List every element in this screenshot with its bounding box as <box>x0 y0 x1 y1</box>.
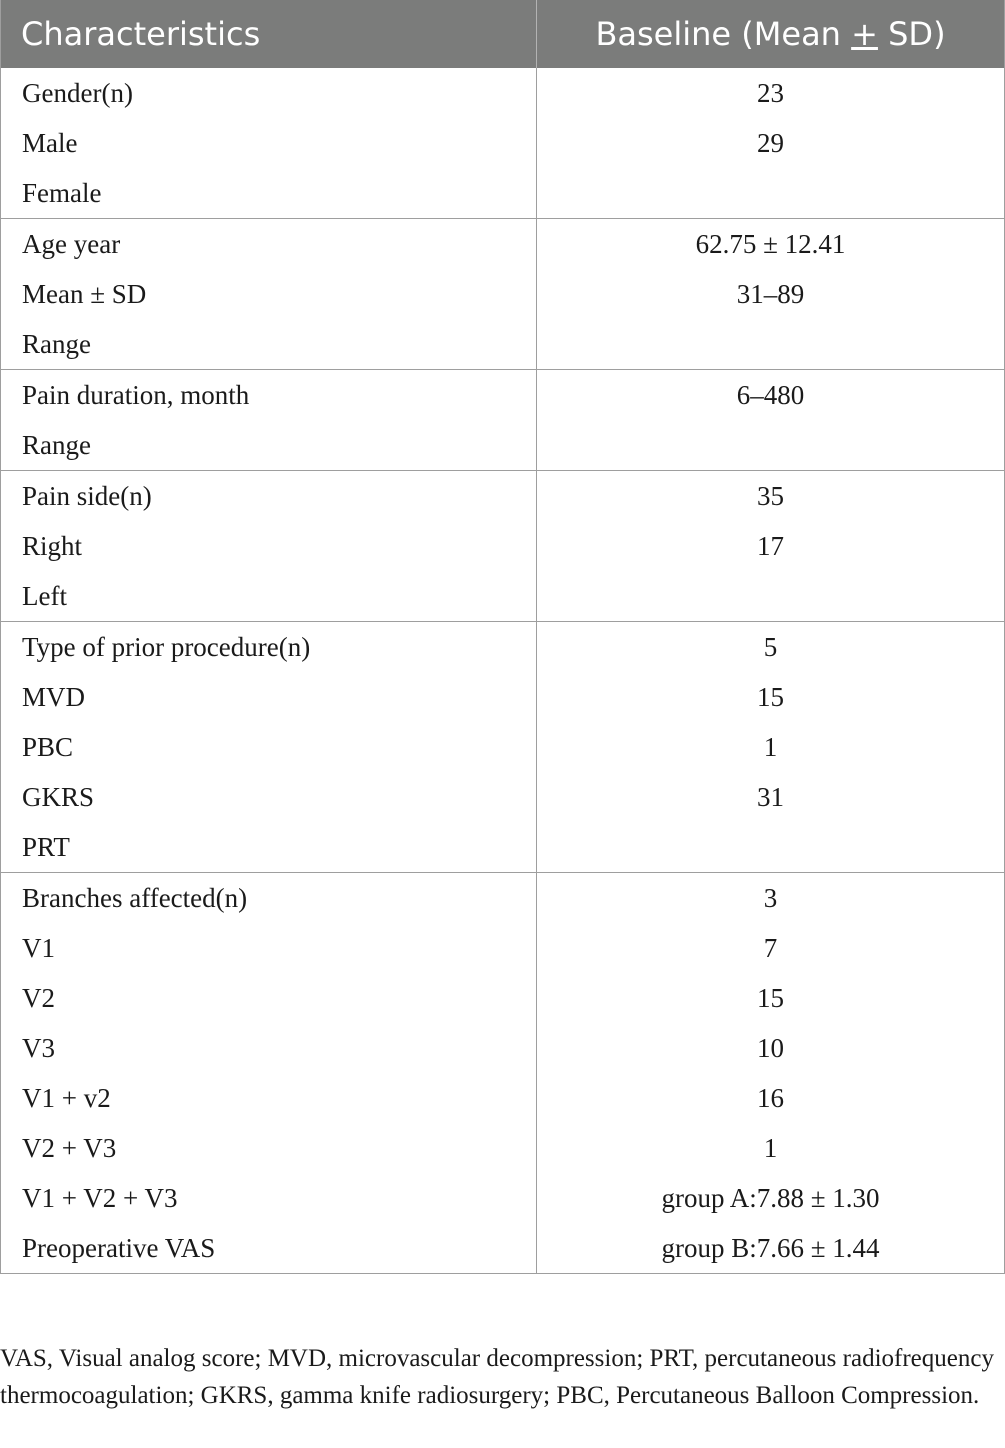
characteristic-label: MVD <box>22 682 86 712</box>
baseline-value: group B:7.66 ± 1.44 <box>661 1233 880 1263</box>
characteristic-cell: Pain duration, month Range <box>0 369 537 471</box>
header-baseline-plusminus: + <box>851 15 878 53</box>
header-characteristics: Characteristics <box>0 0 537 68</box>
characteristic-label: Male <box>22 128 78 158</box>
baseline-value: 6–480 <box>736 380 805 410</box>
table-row: Age year Mean ± SD Range 62.75 ± 12.41 31–89 <box>0 218 1005 370</box>
baseline-value: 35 <box>757 481 784 511</box>
baseline-value: 15 <box>757 682 784 712</box>
characteristic-label: Type of prior procedure(n) <box>22 632 311 662</box>
baseline-value: 15 <box>757 983 784 1013</box>
baseline-value: 17 <box>757 531 784 561</box>
baseline-value: 23 <box>757 78 784 108</box>
characteristic-label: Preoperative VAS <box>22 1233 216 1263</box>
table-row: Type of prior procedure(n) MVD PBC GKRS PRT 5… <box>0 621 1005 873</box>
header-baseline-prefix: Baseline (Mean <box>595 15 852 53</box>
characteristic-label: GKRS <box>22 782 95 812</box>
characteristic-label: PBC <box>22 732 74 762</box>
table-footnote: VAS, Visual analog score; MVD, microvasc… <box>0 1345 994 1409</box>
table-row: Pain duration, month Range 6–480 <box>0 369 1005 471</box>
baseline-value: 7 <box>763 933 778 963</box>
baseline-value: 5 <box>763 632 778 662</box>
baseline-characteristics-table: Characteristics Baseline (Mean + SD) Gen… <box>0 0 1005 1274</box>
characteristic-label: Right <box>22 531 83 561</box>
baseline-value: 31–89 <box>736 279 805 309</box>
characteristic-label: PRT <box>22 832 70 862</box>
characteristic-label: Range <box>22 329 91 359</box>
characteristic-label: Female <box>22 178 102 208</box>
baseline-value: 1 <box>763 1133 778 1163</box>
baseline-value: 29 <box>757 128 784 158</box>
characteristic-label: Mean ± SD <box>22 279 147 309</box>
table-row: Branches affected(n) V1 V2 V3 V1 + v2 V2 + V3… <box>0 872 1005 1274</box>
baseline-value: 3 <box>763 883 778 913</box>
baseline-value-cell: 3 7 15 10 16 1 group A:7.88 ± 1.30 group B:7.66… <box>536 872 1005 1274</box>
baseline-value-cell: 6–480 <box>536 369 1005 471</box>
characteristic-cell: Age year Mean ± SD Range <box>0 218 537 370</box>
baseline-value: 31 <box>757 782 784 812</box>
baseline-value: 16 <box>757 1083 784 1113</box>
characteristic-label: V3 <box>22 1033 55 1063</box>
characteristic-label: Branches affected(n) <box>22 883 248 913</box>
baseline-value <box>537 420 1004 470</box>
characteristic-label: Pain duration, month <box>22 380 250 410</box>
baseline-value <box>537 168 1004 218</box>
characteristic-label: Age year <box>22 229 121 259</box>
baseline-value-cell: 23 29 <box>536 68 1005 219</box>
characteristic-label: V2 + V3 <box>22 1133 117 1163</box>
table-body: Gender(n) Male Female 23 29 Age year Mean ± SD… <box>0 68 1005 1274</box>
characteristic-label: V2 <box>22 983 55 1013</box>
baseline-value-cell: 62.75 ± 12.41 31–89 <box>536 218 1005 370</box>
characteristic-label: Pain side(n) <box>22 481 152 511</box>
characteristic-cell: Pain side(n) Right Left <box>0 470 537 622</box>
baseline-value: 62.75 ± 12.41 <box>695 229 846 259</box>
characteristic-label: Gender(n) <box>22 78 133 108</box>
characteristic-label: V1 <box>22 933 55 963</box>
baseline-value <box>537 571 1004 621</box>
table-row: Gender(n) Male Female 23 29 <box>0 68 1005 219</box>
table-row: Pain side(n) Right Left 35 17 <box>0 470 1005 622</box>
baseline-value-cell: 5 15 1 31 <box>536 621 1005 873</box>
baseline-value <box>537 319 1004 369</box>
baseline-value <box>537 822 1004 872</box>
baseline-value-cell: 35 17 <box>536 470 1005 622</box>
baseline-value: group A:7.88 ± 1.30 <box>661 1183 880 1213</box>
table-header-row: Characteristics Baseline (Mean + SD) <box>0 0 1005 68</box>
characteristic-label: V1 + V2 + V3 <box>22 1183 178 1213</box>
baseline-value: 10 <box>757 1033 784 1063</box>
characteristic-cell: Gender(n) Male Female <box>0 68 537 219</box>
characteristic-label: Left <box>22 581 67 611</box>
characteristic-cell: Branches affected(n) V1 V2 V3 V1 + v2 V2 + V3… <box>0 872 537 1274</box>
characteristic-cell: Type of prior procedure(n) MVD PBC GKRS PRT <box>0 621 537 873</box>
characteristic-label: V1 + v2 <box>22 1083 111 1113</box>
baseline-value: 1 <box>763 732 778 762</box>
header-baseline: Baseline (Mean + SD) <box>536 0 1005 68</box>
header-baseline-suffix: SD) <box>877 15 946 53</box>
characteristic-label: Range <box>22 430 91 460</box>
